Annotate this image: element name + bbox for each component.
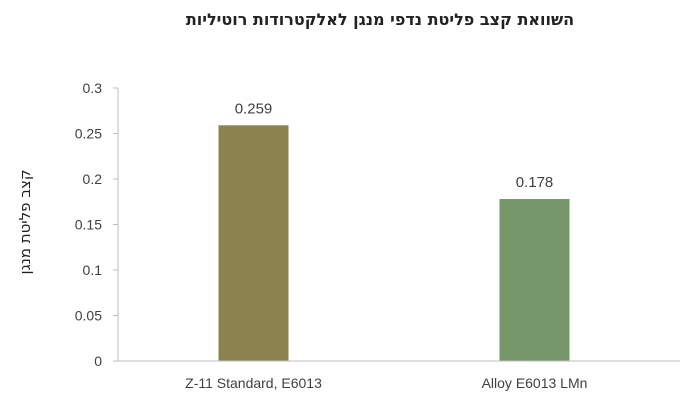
y-axis-label: קצב פליטת מנגן bbox=[16, 169, 34, 274]
data-labels-group: 0.259 0.178 bbox=[235, 100, 554, 191]
data-label-1: 0.259 bbox=[235, 100, 273, 117]
x-axis-categories: Z-11 Standard, E6013 Alloy E6013 LMn bbox=[185, 375, 587, 391]
x-category-label-1: Z-11 Standard, E6013 bbox=[185, 375, 322, 391]
y-tick-label: 0.05 bbox=[75, 308, 102, 324]
bar-1 bbox=[218, 125, 289, 361]
data-label-2: 0.178 bbox=[516, 174, 554, 191]
y-tick-label: 0.3 bbox=[83, 80, 103, 96]
y-tick-label: 0.25 bbox=[75, 126, 102, 142]
y-tick-label: 0 bbox=[94, 353, 102, 369]
y-tick-label: 0.1 bbox=[83, 262, 103, 278]
x-category-label-2: Alloy E6013 LMn bbox=[482, 375, 588, 391]
chart-title: השוואת קצב פליטת נדפי מנגן לאלקטרודות רו… bbox=[186, 10, 574, 29]
bars-group bbox=[218, 125, 570, 361]
y-axis-ticks: 0 0.05 0.1 0.15 0.2 0.25 0.3 bbox=[75, 80, 118, 369]
bar-2 bbox=[499, 199, 570, 361]
y-tick-label: 0.2 bbox=[83, 171, 103, 187]
y-tick-label: 0.15 bbox=[75, 217, 102, 233]
